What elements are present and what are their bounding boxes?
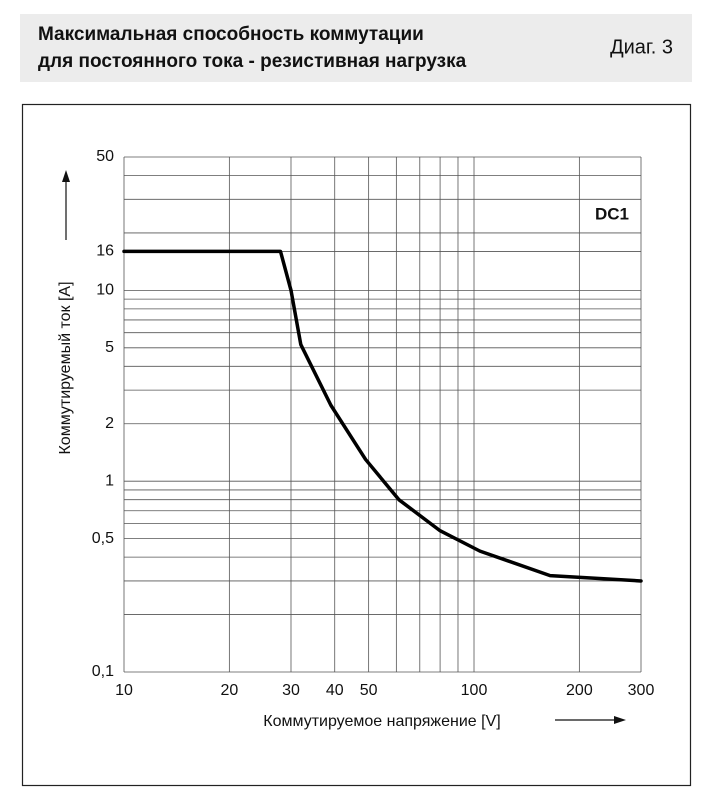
title: для постоянного тока - резистивная нагру… [38,51,467,72]
header-band [20,14,692,82]
y-axis-label: Коммутируемый ток [A] [57,281,74,454]
y-tick-label: 16 [96,243,114,260]
y-tick-label: 10 [96,282,114,299]
title: Максимальная способность коммутации [38,24,424,45]
x-tick-label: 50 [360,682,378,699]
x-tick-label: 200 [566,682,593,699]
x-tick-label: 300 [628,682,655,699]
y-tick-label: 0,5 [92,530,114,547]
y-tick-label: 50 [96,148,114,165]
y-tick-label: 1 [105,472,114,489]
data-line [122,249,643,583]
y-tick-label: 5 [105,339,114,356]
x-tick-label: 100 [461,682,488,699]
chart-frame [21,103,692,787]
axis-arrow [62,170,70,182]
figure-label: Диаг. 3 [610,36,673,58]
y-tick-label: 0,1 [92,663,114,680]
axis-arrow [614,716,626,724]
y-tick-label: 2 [105,415,114,432]
annotation: DC1 [595,204,629,223]
x-tick-label: 20 [220,682,238,699]
x-tick-label: 10 [115,682,133,699]
x-tick-label: 30 [282,682,300,699]
x-tick-label: 40 [326,682,344,699]
x-axis-label: Коммутируемое напряжение [V] [263,713,500,730]
